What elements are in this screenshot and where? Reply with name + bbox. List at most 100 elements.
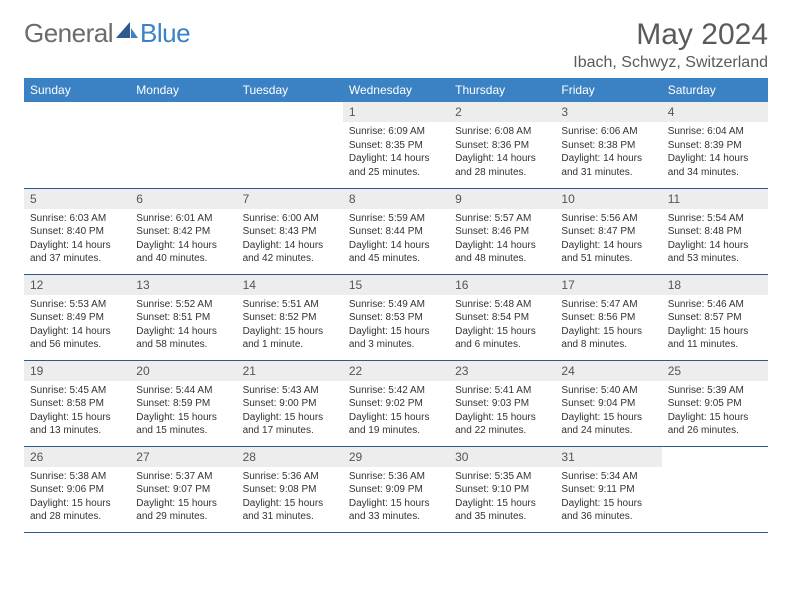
logo: General Blue <box>24 18 190 49</box>
calendar-day-cell: 14Sunrise: 5:51 AMSunset: 8:52 PMDayligh… <box>237 274 343 360</box>
daylight-line: Daylight: 15 hours and 13 minutes. <box>30 411 124 438</box>
day-number: 29 <box>343 447 449 467</box>
calendar-day-cell: 8Sunrise: 5:59 AMSunset: 8:44 PMDaylight… <box>343 188 449 274</box>
day-content: Sunrise: 5:37 AMSunset: 9:07 PMDaylight:… <box>130 467 236 528</box>
calendar-day-cell <box>130 102 236 188</box>
day-content: Sunrise: 5:39 AMSunset: 9:05 PMDaylight:… <box>662 381 768 442</box>
day-content: Sunrise: 6:08 AMSunset: 8:36 PMDaylight:… <box>449 122 555 183</box>
sunset-line: Sunset: 8:39 PM <box>668 139 762 153</box>
sunset-line: Sunset: 9:08 PM <box>243 483 337 497</box>
calendar-day-cell: 20Sunrise: 5:44 AMSunset: 8:59 PMDayligh… <box>130 360 236 446</box>
day-content: Sunrise: 5:38 AMSunset: 9:06 PMDaylight:… <box>24 467 130 528</box>
sunrise-line: Sunrise: 5:40 AM <box>561 384 655 398</box>
day-number: 8 <box>343 189 449 209</box>
sunset-line: Sunset: 9:06 PM <box>30 483 124 497</box>
daylight-line: Daylight: 15 hours and 8 minutes. <box>561 325 655 352</box>
sunset-line: Sunset: 8:36 PM <box>455 139 549 153</box>
sunset-line: Sunset: 8:52 PM <box>243 311 337 325</box>
sunset-line: Sunset: 8:58 PM <box>30 397 124 411</box>
daylight-line: Daylight: 14 hours and 40 minutes. <box>136 239 230 266</box>
day-number <box>662 447 768 467</box>
calendar-day-cell: 12Sunrise: 5:53 AMSunset: 8:49 PMDayligh… <box>24 274 130 360</box>
sunrise-line: Sunrise: 5:48 AM <box>455 298 549 312</box>
calendar: SundayMondayTuesdayWednesdayThursdayFrid… <box>24 78 768 533</box>
sunset-line: Sunset: 8:40 PM <box>30 225 124 239</box>
logo-word2: Blue <box>140 18 190 49</box>
sunrise-line: Sunrise: 5:45 AM <box>30 384 124 398</box>
sunset-line: Sunset: 9:05 PM <box>668 397 762 411</box>
day-content: Sunrise: 5:56 AMSunset: 8:47 PMDaylight:… <box>555 209 661 270</box>
day-content: Sunrise: 5:42 AMSunset: 9:02 PMDaylight:… <box>343 381 449 442</box>
day-number: 15 <box>343 275 449 295</box>
day-content: Sunrise: 6:00 AMSunset: 8:43 PMDaylight:… <box>237 209 343 270</box>
calendar-day-cell: 27Sunrise: 5:37 AMSunset: 9:07 PMDayligh… <box>130 446 236 532</box>
day-number <box>130 102 236 122</box>
daylight-line: Daylight: 14 hours and 56 minutes. <box>30 325 124 352</box>
sunset-line: Sunset: 9:11 PM <box>561 483 655 497</box>
day-number: 6 <box>130 189 236 209</box>
calendar-day-cell: 29 Sunrise: 5:36 AMSunset: 9:09 PMDayligh… <box>343 446 449 532</box>
day-number: 12 <box>24 275 130 295</box>
day-number: 3 <box>555 102 661 122</box>
calendar-week-row: 19Sunrise: 5:45 AMSunset: 8:58 PMDayligh… <box>24 360 768 446</box>
day-number: 23 <box>449 361 555 381</box>
day-number: 9 <box>449 189 555 209</box>
weekday-header: Thursday <box>449 78 555 102</box>
daylight-line: Daylight: 15 hours and 24 minutes. <box>561 411 655 438</box>
calendar-day-cell: 2Sunrise: 6:08 AMSunset: 8:36 PMDaylight… <box>449 102 555 188</box>
day-number: 5 <box>24 189 130 209</box>
sunrise-line: Sunrise: 5:46 AM <box>668 298 762 312</box>
calendar-week-row: 1Sunrise: 6:09 AMSunset: 8:35 PMDaylight… <box>24 102 768 188</box>
day-number: 10 <box>555 189 661 209</box>
weekday-header: Tuesday <box>237 78 343 102</box>
sunset-line: Sunset: 8:46 PM <box>455 225 549 239</box>
sunrise-line: Sunrise: 5:34 AM <box>561 470 655 484</box>
weekday-header: Wednesday <box>343 78 449 102</box>
day-number: 19 <box>24 361 130 381</box>
daylight-line: Daylight: 15 hours and 33 minutes. <box>349 497 443 524</box>
day-number: 24 <box>555 361 661 381</box>
calendar-day-cell: 24Sunrise: 5:40 AMSunset: 9:04 PMDayligh… <box>555 360 661 446</box>
day-content: Sunrise: 6:03 AMSunset: 8:40 PMDaylight:… <box>24 209 130 270</box>
day-content: Sunrise: 5:45 AMSunset: 8:58 PMDaylight:… <box>24 381 130 442</box>
day-content: Sunrise: 5:35 AMSunset: 9:10 PMDaylight:… <box>449 467 555 528</box>
day-content: Sunrise: 5:52 AMSunset: 8:51 PMDaylight:… <box>130 295 236 356</box>
day-content: Sunrise: 5:49 AMSunset: 8:53 PMDaylight:… <box>343 295 449 356</box>
sunset-line: Sunset: 8:59 PM <box>136 397 230 411</box>
sunrise-line: Sunrise: 5:37 AM <box>136 470 230 484</box>
weekday-header: Sunday <box>24 78 130 102</box>
daylight-line: Daylight: 15 hours and 31 minutes. <box>243 497 337 524</box>
sunset-line: Sunset: 8:56 PM <box>561 311 655 325</box>
day-number: 16 <box>449 275 555 295</box>
day-number <box>24 102 130 122</box>
sunset-line: Sunset: 8:44 PM <box>349 225 443 239</box>
day-content: Sunrise: 5:40 AMSunset: 9:04 PMDaylight:… <box>555 381 661 442</box>
day-content: Sunrise: 6:04 AMSunset: 8:39 PMDaylight:… <box>662 122 768 183</box>
weekday-header: Saturday <box>662 78 768 102</box>
calendar-day-cell: 25Sunrise: 5:39 AMSunset: 9:05 PMDayligh… <box>662 360 768 446</box>
day-content: Sunrise: 5:43 AMSunset: 9:00 PMDaylight:… <box>237 381 343 442</box>
sunrise-line: Sunrise: 5:57 AM <box>455 212 549 226</box>
daylight-line: Daylight: 14 hours and 37 minutes. <box>30 239 124 266</box>
sunrise-line: Sunrise: 5:36 AM <box>349 470 443 484</box>
calendar-week-row: 12Sunrise: 5:53 AMSunset: 8:49 PMDayligh… <box>24 274 768 360</box>
day-number: 18 <box>662 275 768 295</box>
sunrise-line: Sunrise: 5:59 AM <box>349 212 443 226</box>
day-content: Sunrise: 5:47 AMSunset: 8:56 PMDaylight:… <box>555 295 661 356</box>
sunset-line: Sunset: 9:09 PM <box>349 483 443 497</box>
calendar-day-cell <box>662 446 768 532</box>
sunrise-line: Sunrise: 5:56 AM <box>561 212 655 226</box>
calendar-day-cell: 11Sunrise: 5:54 AMSunset: 8:48 PMDayligh… <box>662 188 768 274</box>
day-number: 13 <box>130 275 236 295</box>
day-content: Sunrise: 6:01 AMSunset: 8:42 PMDaylight:… <box>130 209 236 270</box>
day-content: Sunrise: 5:51 AMSunset: 8:52 PMDaylight:… <box>237 295 343 356</box>
weekday-header: Friday <box>555 78 661 102</box>
sunrise-line: Sunrise: 5:52 AM <box>136 298 230 312</box>
day-number: 1 <box>343 102 449 122</box>
location: Ibach, Schwyz, Switzerland <box>573 54 768 72</box>
day-number: 20 <box>130 361 236 381</box>
calendar-day-cell: 4Sunrise: 6:04 AMSunset: 8:39 PMDaylight… <box>662 102 768 188</box>
sunrise-line: Sunrise: 5:39 AM <box>668 384 762 398</box>
daylight-line: Daylight: 15 hours and 15 minutes. <box>136 411 230 438</box>
sunset-line: Sunset: 8:47 PM <box>561 225 655 239</box>
